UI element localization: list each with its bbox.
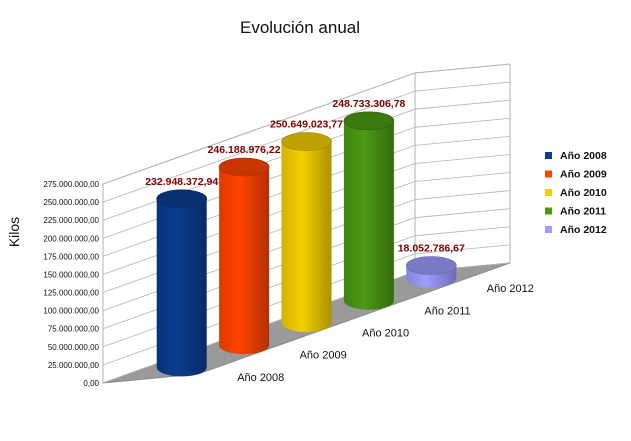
gridline xyxy=(102,99,511,221)
legend-item: Año 2009 xyxy=(545,169,607,181)
legend-swatch xyxy=(545,170,552,178)
y-tick-label: 50.000.000,00 xyxy=(48,343,100,352)
y-tick-label: 125.000.000,00 xyxy=(43,289,99,298)
bar-top xyxy=(281,132,332,151)
y-axis-label: Kilos xyxy=(6,217,22,247)
bar-top xyxy=(156,189,207,209)
chart-title: Evolución anual xyxy=(240,18,360,37)
y-tick-label: 0,00 xyxy=(83,379,99,388)
legend-item: Año 2011 xyxy=(545,206,606,218)
legend-label: Año 2008 xyxy=(560,150,607,162)
gridline xyxy=(102,63,511,185)
legend-label: Año 2009 xyxy=(560,169,607,181)
x-tick-label: Año 2008 xyxy=(237,372,284,384)
legend-label: Año 2011 xyxy=(560,206,606,218)
x-tick-label: Año 2009 xyxy=(300,350,347,362)
y-tick-label: 100.000.000,00 xyxy=(43,307,99,316)
y-tick-label: 150.000.000,00 xyxy=(43,271,99,280)
bar-top xyxy=(218,157,270,177)
bar xyxy=(281,132,332,332)
legend-swatch xyxy=(545,152,552,159)
bar-body xyxy=(343,120,394,310)
x-tick-label: Año 2011 xyxy=(424,305,470,317)
gridline xyxy=(102,172,511,293)
data-label: 246.188.976,22 xyxy=(208,144,281,156)
bar xyxy=(405,256,457,288)
y-tick-label: 25.000.000,00 xyxy=(48,361,100,370)
y-tick-label: 275.000.000,00 xyxy=(43,180,99,189)
bar-body xyxy=(219,167,270,355)
bar-body xyxy=(281,141,332,332)
legend-item: Año 2012 xyxy=(545,224,607,236)
bar xyxy=(218,157,270,355)
gridline xyxy=(102,81,511,203)
bar-top xyxy=(405,256,457,275)
legend-label: Año 2012 xyxy=(560,224,607,236)
bar xyxy=(156,189,207,377)
y-tick-label: 175.000.000,00 xyxy=(43,252,99,261)
data-label: 250.649.023,77 xyxy=(270,119,343,131)
gridline xyxy=(102,136,511,257)
y-tick-label: 250.000.000,00 xyxy=(43,198,99,207)
x-tick-label: Año 2010 xyxy=(362,328,409,340)
y-tick-label: 200.000.000,00 xyxy=(43,234,99,243)
gridline xyxy=(102,244,511,366)
data-label: 248.733.306,78 xyxy=(332,98,405,110)
gridlines xyxy=(102,63,511,384)
gridline xyxy=(102,208,511,330)
gridline xyxy=(102,190,511,311)
bar-body xyxy=(156,198,207,377)
legend-item: Año 2010 xyxy=(545,187,607,199)
x-axis-ticks: Año 2008 Año 2009 Año 2010 Año 2011 Año 2012 xyxy=(237,283,534,384)
legend-label: Año 2010 xyxy=(560,187,607,199)
legend: Año 2008 Año 2009 Año 2010 Año 2011 Año 2012 xyxy=(545,150,607,236)
legend-swatch xyxy=(545,207,552,215)
legend-item: Año 2008 xyxy=(545,150,607,162)
back-wall xyxy=(414,63,511,273)
data-label: 232.948.372,94 xyxy=(145,176,218,188)
data-labels: 232.948.372,94 246.188.976,22 250.649.023,… xyxy=(145,98,465,255)
x-tick-label: Año 2012 xyxy=(487,283,534,295)
gridline xyxy=(102,117,511,239)
gridline xyxy=(102,154,511,275)
y-tick-label: 225.000.000,00 xyxy=(43,216,99,225)
y-tick-label: 75.000.000,00 xyxy=(48,325,100,334)
y-axis-ticks: 0,00 25.000.000,00 50.000.000,00 75.000.000… xyxy=(43,180,99,388)
bars xyxy=(156,111,457,377)
bar xyxy=(343,111,395,310)
legend-swatch xyxy=(545,189,552,196)
legend-swatch xyxy=(545,226,552,233)
data-label: 18.052.786,67 xyxy=(398,243,465,255)
bar-top xyxy=(343,111,395,131)
gridline xyxy=(102,226,511,348)
